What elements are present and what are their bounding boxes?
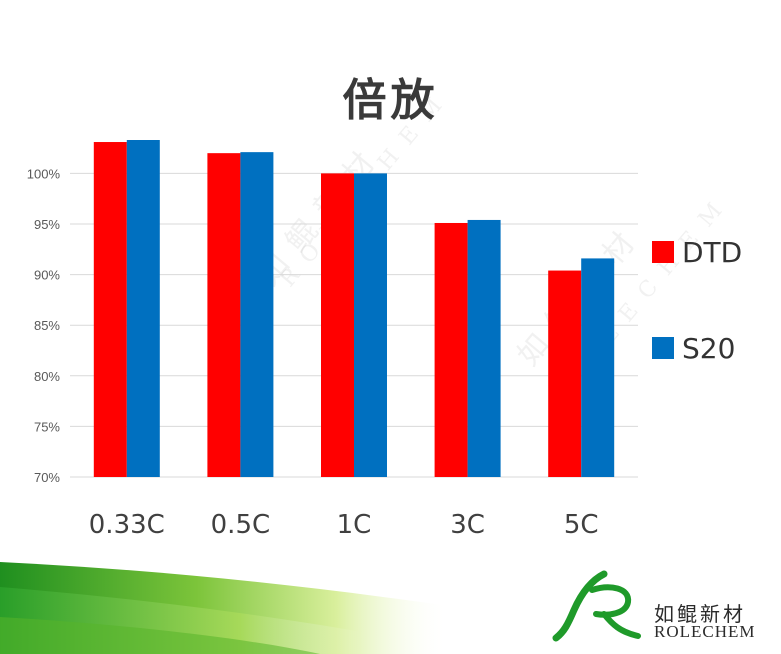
y-tick-label: 100% <box>27 166 61 181</box>
brand-name-cn: 如鲲新材 <box>654 602 746 626</box>
legend-label-s20: S20 <box>682 331 736 365</box>
y-tick-label: 90% <box>34 268 60 283</box>
legend-swatch-dtd <box>652 241 674 263</box>
x-tick-label: 0.33C <box>89 510 165 540</box>
bar-dtd-1c <box>321 173 354 477</box>
x-tick-label: 0.5C <box>211 510 271 540</box>
x-tick-label: 1C <box>337 510 372 540</box>
bar-s20-3c <box>467 219 501 477</box>
bar-dtd-05c <box>207 153 241 477</box>
y-tick-label: 85% <box>34 318 60 333</box>
legend-item-s20: S20 <box>652 331 736 365</box>
brand-name-en: ROLECHEM <box>654 622 756 641</box>
bars <box>93 140 615 477</box>
footer-green-band <box>0 562 781 654</box>
legend-label-dtd: DTD <box>682 235 743 269</box>
bar-dtd-033c <box>93 142 127 477</box>
x-tick-label: 3C <box>450 510 485 540</box>
bar-dtd-5c <box>548 270 582 477</box>
chart-title: 倍放 <box>342 75 439 126</box>
legend-swatch-s20 <box>652 337 674 359</box>
rolechem-logo <box>552 570 642 642</box>
y-tick-labels: 70% 75% 80% 85% 90% 95% 100% <box>27 166 61 485</box>
bar-s20-033c <box>126 140 160 477</box>
x-tick-labels: 0.33C 0.5C 1C 3C 5C <box>89 510 599 540</box>
legend-item-dtd: DTD <box>652 235 743 269</box>
y-tick-label: 80% <box>34 369 60 384</box>
bar-s20-1c <box>354 173 387 477</box>
y-tick-label: 70% <box>34 470 60 485</box>
x-tick-label: 5C <box>564 510 599 540</box>
bar-s20-5c <box>581 258 615 477</box>
y-tick-label: 95% <box>34 217 60 232</box>
y-tick-label: 75% <box>34 419 60 434</box>
bar-s20-05c <box>240 152 274 477</box>
bar-chart: 70% 75% 80% 85% 90% 95% 100% 0.33C 0.5C 1C 3C 5C <box>27 140 638 540</box>
bar-dtd-3c <box>434 222 468 477</box>
